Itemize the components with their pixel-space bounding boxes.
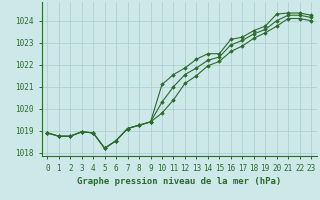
X-axis label: Graphe pression niveau de la mer (hPa): Graphe pression niveau de la mer (hPa) [77,177,281,186]
